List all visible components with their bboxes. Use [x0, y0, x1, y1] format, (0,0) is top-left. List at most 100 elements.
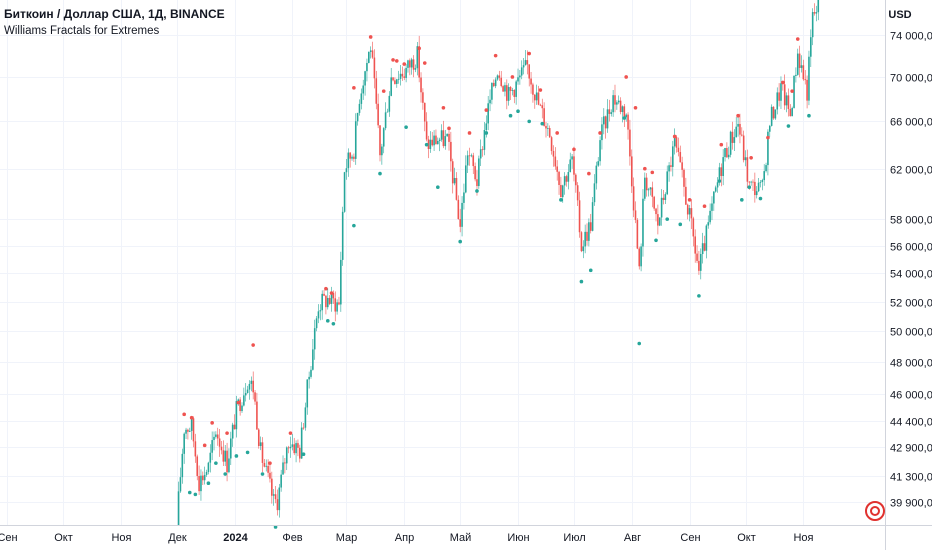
candle-body: [755, 191, 758, 196]
candle-body: [491, 82, 493, 100]
time-tick-label: Июн: [507, 532, 529, 544]
candle-body: [481, 149, 484, 151]
fractal-down-marker: [234, 454, 239, 458]
candle-body: [541, 105, 544, 109]
candle-body: [810, 37, 812, 57]
candle-body: [502, 86, 504, 92]
fractal-down-marker: [484, 131, 489, 135]
candle-body: [237, 399, 240, 402]
candle-body: [582, 246, 585, 252]
candle-body: [522, 65, 525, 68]
candle-body: [729, 131, 732, 155]
fractal-down-marker: [654, 238, 658, 243]
candle-body: [267, 465, 269, 473]
candle-body: [660, 197, 663, 218]
fractal-up-marker: [633, 106, 638, 110]
candle-body: [616, 102, 618, 105]
candle-body: [612, 95, 614, 113]
price-tick-label: 62 000,00: [890, 165, 932, 177]
candle-body: [420, 77, 422, 93]
candle-body: [252, 380, 254, 393]
fractal-up-marker: [493, 53, 498, 58]
candle-body: [532, 84, 534, 95]
candle-body: [213, 436, 215, 441]
candle-body: [754, 181, 756, 196]
price-axis[interactable]: 74 000,00 70 000,00 66 000,00 62 000,00 58 0…: [890, 31, 932, 510]
fractal-down-marker: [301, 452, 306, 456]
time-tick-label: Мар: [336, 532, 358, 544]
candle-body: [299, 447, 301, 459]
candle-body: [772, 106, 775, 119]
candle-body: [778, 92, 780, 101]
candle-body: [727, 154, 730, 158]
fractal-down-marker: [245, 450, 250, 455]
candle-body: [520, 67, 523, 76]
candle-body: [517, 77, 519, 82]
candle-body: [737, 123, 739, 127]
candle-body: [795, 74, 797, 76]
candle-body: [196, 456, 199, 477]
candle-body: [603, 116, 605, 125]
time-tick-label: Окт: [737, 532, 756, 544]
candle-body: [423, 102, 426, 122]
currency-label[interactable]: USD: [888, 9, 912, 21]
candle-body: [817, 0, 820, 13]
candle-body: [470, 155, 473, 157]
candle-body: [571, 156, 573, 160]
candle-body: [811, 12, 814, 38]
candle-body: [813, 12, 816, 14]
candle-body: [254, 392, 256, 402]
time-axis[interactable]: Сен Окт Ноя Дек 2024 Фев Мар Апр Май Июн Июл Авг Сен…: [0, 532, 814, 544]
candle-body: [330, 292, 333, 304]
price-tick-label: 50 000,00: [890, 327, 932, 339]
candle-body: [293, 444, 296, 454]
fractal-up-marker: [225, 431, 229, 435]
candle-body: [202, 475, 204, 481]
time-tick-label: 2024: [223, 532, 248, 544]
candle-body: [190, 418, 193, 431]
fractal-down-marker: [187, 490, 192, 495]
candle-body: [496, 75, 499, 80]
candle-body: [461, 202, 463, 227]
price-tick-label: 44 400,00: [890, 417, 932, 429]
symbol-title[interactable]: Биткоин / Доллар США, 1Д, BINANCE: [4, 7, 225, 21]
fractal-up-marker: [467, 131, 472, 135]
candle-body: [720, 167, 723, 177]
candle-body: [422, 92, 424, 103]
fractal-down-marker: [331, 322, 336, 326]
candle-body: [181, 453, 184, 478]
candle-body: [304, 407, 307, 428]
time-tick-label: Авг: [624, 532, 641, 544]
candle-body: [222, 450, 225, 462]
candle-body: [215, 434, 217, 437]
candle-body: [752, 181, 754, 183]
candle-body: [263, 462, 266, 467]
candle-body: [272, 494, 275, 496]
candle-body: [768, 125, 771, 132]
candle-body: [552, 150, 555, 157]
candle-body: [589, 222, 592, 231]
candle-body: [446, 133, 448, 137]
fractal-down-marker: [273, 525, 278, 529]
candle-body: [334, 298, 337, 312]
candle-body: [354, 121, 357, 159]
candle-body: [726, 148, 728, 158]
time-tick-label: Июл: [563, 532, 585, 544]
candle-body: [409, 60, 411, 68]
candle-body: [349, 152, 351, 159]
candle-body: [336, 302, 338, 312]
candle-body: [390, 77, 392, 96]
fractal-up-marker: [391, 58, 395, 62]
indicator-title[interactable]: Williams Fractals for Extremes: [4, 25, 160, 37]
tradingview-logo-icon: [865, 501, 885, 521]
candle-body: [239, 399, 241, 412]
candle-body: [382, 128, 385, 147]
candle-body: [315, 318, 318, 329]
candle-body: [705, 225, 708, 251]
candle-body: [177, 491, 180, 525]
candle-body: [767, 131, 769, 166]
candle-body: [235, 401, 238, 430]
fractal-down-marker: [559, 198, 563, 202]
fractal-up-marker: [555, 131, 559, 135]
